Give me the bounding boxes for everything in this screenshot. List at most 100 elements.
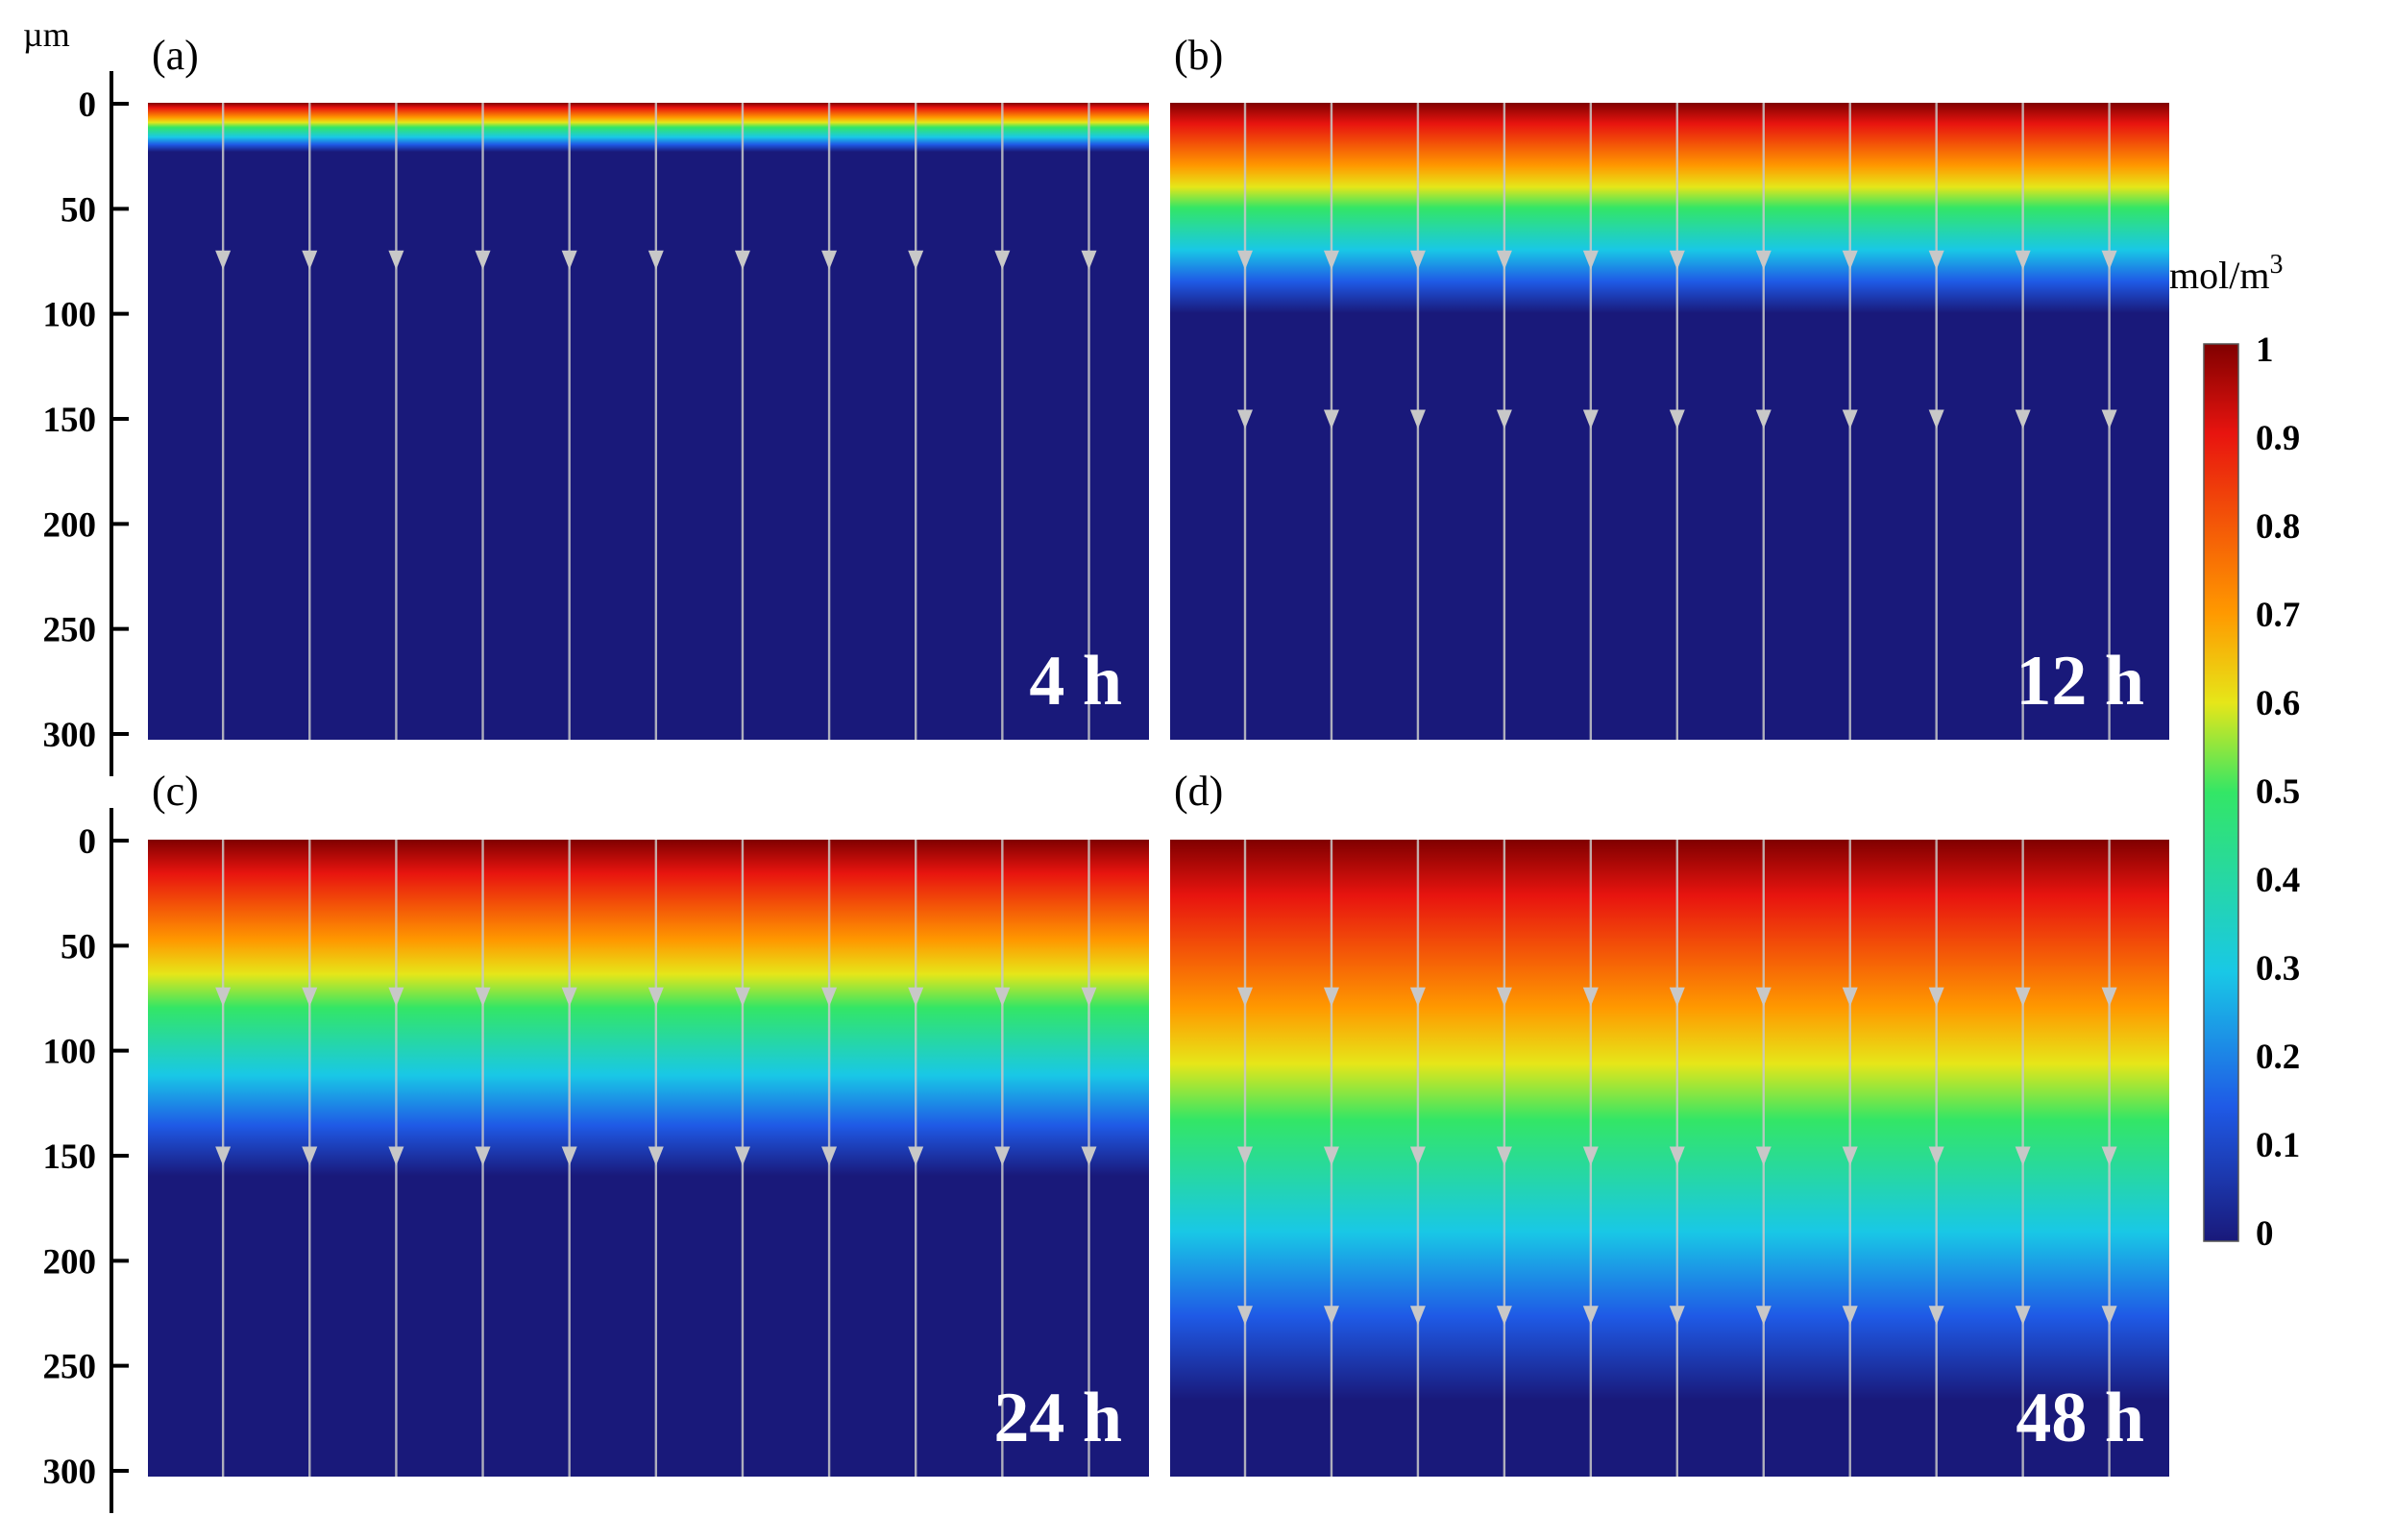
- streamlines: [1237, 840, 2117, 1477]
- flow-arrow: [821, 1146, 838, 1166]
- flow-arrow: [1755, 1146, 1772, 1166]
- colorbar-label: 0.5: [2256, 772, 2300, 812]
- colorbar-ticks: 1 0.9 0.8 0.7 0.6 0.5 0.4 0.3 0.2 0.1 0: [2256, 330, 2300, 1254]
- flow-arrow: [1496, 409, 1512, 429]
- flow-arrow: [215, 987, 232, 1007]
- flow-arrow: [1669, 250, 1685, 270]
- tick-label: 200: [43, 505, 97, 545]
- flow-arrow: [1323, 409, 1339, 429]
- tick-label: 100: [43, 296, 97, 335]
- y-axis-unit: µm: [23, 15, 70, 54]
- streamlines: [215, 103, 1097, 740]
- tick-label: 50: [61, 190, 96, 230]
- flow-arrow: [1409, 409, 1426, 429]
- flow-arrow: [1323, 250, 1339, 270]
- panel-tag: (b): [1174, 32, 1223, 79]
- flow-arrow: [2015, 409, 2031, 429]
- flow-arrow: [1928, 987, 1944, 1007]
- flow-arrow: [821, 250, 838, 270]
- flow-arrow: [215, 1146, 232, 1166]
- flow-arrow: [1409, 987, 1426, 1007]
- colorbar: mol/m3 1 0.9 0.8 0.7 0.6 0.5 0.4 0.3 0.2 0.1 0: [2169, 250, 2300, 1254]
- flow-arrow: [302, 1146, 318, 1166]
- time-label: 12 h: [2016, 642, 2144, 721]
- flow-arrow: [1928, 1306, 1944, 1326]
- flow-arrow: [1582, 1306, 1599, 1326]
- flow-arrow: [1582, 409, 1599, 429]
- flow-arrow: [1409, 1146, 1426, 1166]
- flow-arrow: [1496, 250, 1512, 270]
- flow-arrow: [561, 1146, 577, 1166]
- flow-arrow: [648, 1146, 664, 1166]
- colorbar-label: 0.2: [2256, 1038, 2300, 1077]
- time-label: 4 h: [1029, 642, 1122, 721]
- flow-arrow: [1669, 1306, 1685, 1326]
- flow-arrow: [994, 1146, 1011, 1166]
- time-label: 48 h: [2016, 1379, 2144, 1457]
- flow-arrow: [1323, 1146, 1339, 1166]
- tick-label: 0: [79, 822, 97, 862]
- colorbar-label: 0.3: [2256, 949, 2300, 989]
- colorbar-label: 0.1: [2256, 1126, 2300, 1165]
- panel-a: (a) 4 h: [148, 32, 1149, 740]
- tick-label: 150: [43, 401, 97, 440]
- flow-arrow: [475, 987, 491, 1007]
- flow-arrow: [561, 987, 577, 1007]
- flow-arrow: [388, 250, 404, 270]
- flow-arrow: [388, 987, 404, 1007]
- flow-arrow: [1928, 250, 1944, 270]
- flow-arrow: [215, 250, 232, 270]
- flow-arrow: [1237, 987, 1253, 1007]
- tick-label: 150: [43, 1137, 97, 1177]
- flow-arrow: [2101, 1306, 2117, 1326]
- colorbar-label: 0.6: [2256, 684, 2300, 723]
- flow-arrow: [1842, 987, 1858, 1007]
- concentration-field: [148, 840, 1149, 1477]
- flow-arrow: [1842, 250, 1858, 270]
- flow-arrow: [2101, 409, 2117, 429]
- flow-arrow: [2101, 987, 2117, 1007]
- flow-arrow: [734, 250, 750, 270]
- flow-arrow: [734, 987, 750, 1007]
- panel-tag: (d): [1174, 768, 1223, 815]
- flow-arrow: [908, 1146, 924, 1166]
- flow-arrow: [2015, 1146, 2031, 1166]
- flow-arrow: [561, 250, 577, 270]
- flow-arrow: [1081, 1146, 1097, 1166]
- panel-tag: (a): [152, 32, 199, 79]
- flow-arrow: [1237, 409, 1253, 429]
- colorbar-unit-superscript: 3: [2269, 250, 2283, 280]
- flow-arrow: [1842, 1306, 1858, 1326]
- flow-arrow: [388, 1146, 404, 1166]
- colorbar-label: 0.4: [2256, 861, 2300, 900]
- flow-arrow: [1842, 409, 1858, 429]
- flow-arrow: [1237, 1146, 1253, 1166]
- flow-arrow: [1496, 1306, 1512, 1326]
- concentration-field: [148, 103, 1149, 740]
- flow-arrow: [821, 987, 838, 1007]
- flow-arrow: [994, 987, 1011, 1007]
- colorbar-label: 0.9: [2256, 419, 2300, 458]
- tick-label: 300: [43, 1453, 97, 1492]
- tick-label: 250: [43, 611, 97, 650]
- tick-label: 200: [43, 1242, 97, 1282]
- flow-arrow: [2015, 987, 2031, 1007]
- colorbar-title: mol/m3: [2169, 250, 2283, 297]
- flow-arrow: [1409, 250, 1426, 270]
- flow-arrow: [1755, 409, 1772, 429]
- tick-label: 0: [79, 86, 97, 125]
- flow-arrow: [302, 987, 318, 1007]
- flow-arrow: [1582, 250, 1599, 270]
- flow-arrow: [908, 250, 924, 270]
- flow-arrow: [1928, 409, 1944, 429]
- panel-d: (d) 48 h: [1170, 768, 2169, 1477]
- flow-arrow: [648, 250, 664, 270]
- flow-arrow: [1409, 1306, 1426, 1326]
- colorbar-scale: [2203, 343, 2239, 1242]
- colorbar-label: 1: [2256, 330, 2274, 370]
- flow-arrow: [1582, 987, 1599, 1007]
- colorbar-label: 0.8: [2256, 507, 2300, 547]
- flow-arrow: [1323, 1306, 1339, 1326]
- flow-arrow: [1496, 1146, 1512, 1166]
- time-label: 24 h: [993, 1379, 1122, 1457]
